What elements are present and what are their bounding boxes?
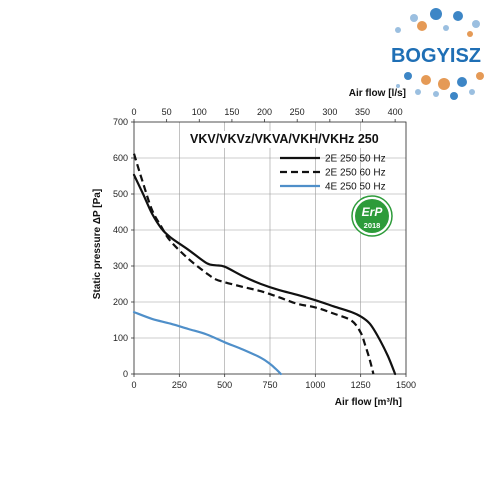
logo-dot — [472, 20, 480, 28]
logo-text: BOGYISZ — [391, 45, 481, 67]
x-tick-label: 1250 — [351, 380, 371, 390]
logo-dot — [467, 31, 473, 37]
x2-tick-label: 400 — [388, 107, 403, 117]
y-tick-label: 400 — [113, 225, 128, 235]
logo-dot — [396, 84, 400, 88]
x2-tick-label: 0 — [131, 107, 136, 117]
x-tick-label: 250 — [172, 380, 187, 390]
logo-dot — [395, 27, 401, 33]
legend-label: 2E 250 60 Hz — [325, 168, 386, 179]
logo-dot — [430, 8, 442, 20]
y-tick-label: 500 — [113, 189, 128, 199]
series-line-2 — [132, 153, 375, 375]
y-tick-label: 100 — [113, 333, 128, 343]
logo-dot — [433, 91, 439, 97]
x2-tick-label: 200 — [257, 107, 272, 117]
x-tick-label: 1500 — [396, 380, 416, 390]
logo-dot — [404, 72, 412, 80]
y-tick-label: 200 — [113, 297, 128, 307]
erp-badge-disc — [355, 199, 389, 233]
x-tick-label: 750 — [262, 380, 277, 390]
y-tick-label: 700 — [113, 117, 128, 127]
x2-tick-label: 100 — [192, 107, 207, 117]
x2-axis-title: Air flow [l/s] — [349, 88, 406, 99]
series-group — [132, 153, 397, 376]
x2-tick-label: 250 — [290, 107, 305, 117]
legend: 2E 250 50 Hz 2E 250 60 Hz 4E 250 50 Hz — [280, 154, 386, 193]
title-background — [186, 131, 402, 148]
x2-tick-label: 150 — [224, 107, 239, 117]
erp-badge: ErP 2018 — [351, 195, 393, 237]
logo-dot — [415, 89, 421, 95]
x2-tick-label: 50 — [162, 107, 172, 117]
legend-label: 4E 250 50 Hz — [325, 182, 386, 193]
x2-tick-label: 300 — [322, 107, 337, 117]
logo: BOGYISZ — [391, 8, 484, 100]
logo-dot — [476, 72, 484, 80]
erp-badge-label: ErP — [362, 205, 384, 219]
x2-tick-label: 350 — [355, 107, 370, 117]
x2-axis-ticks: 0 50 100 150 200 250 300 350 400 — [131, 107, 403, 122]
series-line-3 — [132, 311, 282, 376]
logo-dot — [410, 14, 418, 22]
plot-frame — [133, 121, 407, 375]
logo-dot — [450, 92, 458, 100]
logo-dots — [395, 8, 484, 100]
logo-dot — [421, 75, 431, 85]
logo-dot — [443, 25, 449, 31]
logo-dot — [438, 78, 450, 90]
x-axis-title: Air flow [m³/h] — [335, 397, 402, 408]
y-axis-ticks: 0 100 200 300 400 500 600 700 — [113, 117, 134, 379]
x-axis-ticks: 0 250 500 750 1000 1250 1500 — [131, 374, 416, 390]
x-tick-label: 500 — [217, 380, 232, 390]
x-tick-label: 1000 — [305, 380, 325, 390]
y-axis-title: Static pressure ΔP [Pa] — [92, 189, 103, 299]
y-tick-label: 600 — [113, 153, 128, 163]
chart-title: VKV/VKVz/VKVA/VKH/VKHz 250 — [190, 132, 379, 146]
logo-dot — [417, 21, 427, 31]
y-tick-label: 0 — [123, 369, 128, 379]
legend-label: 2E 250 50 Hz — [325, 154, 386, 165]
y-tick-label: 300 — [113, 261, 128, 271]
logo-dot — [453, 11, 463, 21]
logo-dot — [469, 89, 475, 95]
x-tick-label: 0 — [131, 380, 136, 390]
erp-badge-year: 2018 — [364, 221, 381, 230]
logo-dot — [457, 77, 467, 87]
